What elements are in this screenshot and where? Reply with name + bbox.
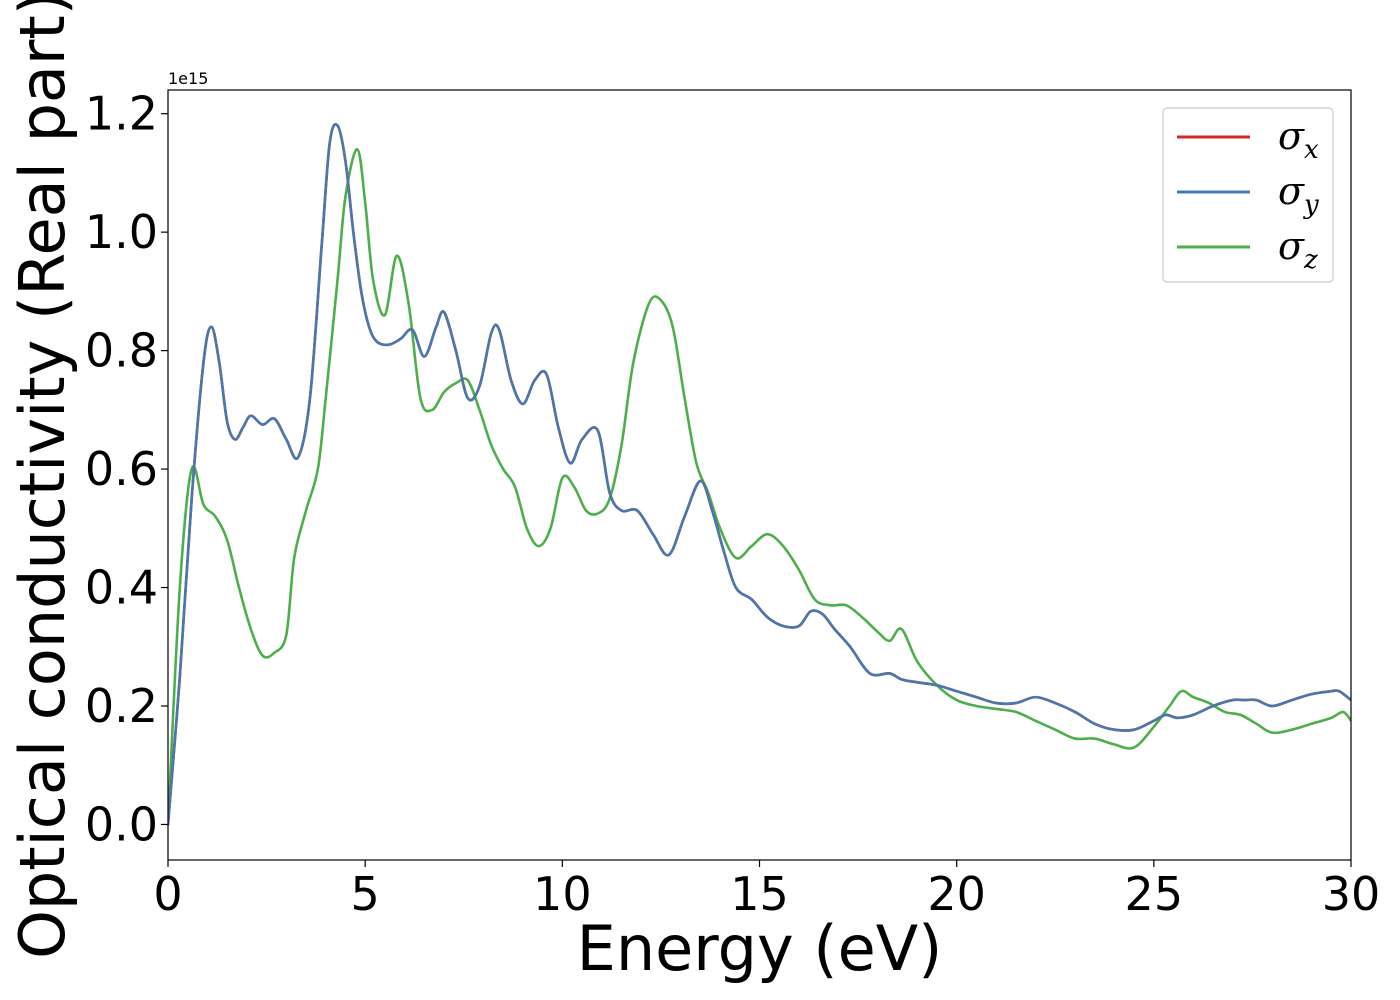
x-tick-label: 0 xyxy=(153,867,182,921)
y-tick-label: 0.4 xyxy=(85,561,158,615)
y-tick-label: 0.6 xyxy=(85,442,158,496)
x-tick-label: 20 xyxy=(927,867,986,921)
y-tick-label: 0.8 xyxy=(85,324,158,378)
legend-box xyxy=(1162,107,1334,283)
series-layer xyxy=(168,122,1351,826)
y-axis-label: Optical conductivity (Real part) xyxy=(6,0,79,959)
y-tick-label: 0.0 xyxy=(85,797,158,851)
x-tick-label: 5 xyxy=(351,867,380,921)
legend-label-z: σz xyxy=(1278,224,1318,275)
series-line-z xyxy=(168,147,1351,826)
ticks-layer: 0 5 10 15 20 25 30 0.0 0.2 0.4 0.6 0.8 1.0 1.2 xyxy=(85,87,1380,921)
y-offset-label: 1e15 xyxy=(168,69,208,88)
series-line-y xyxy=(168,122,1351,826)
legend-label-y: σy xyxy=(1278,169,1319,220)
y-tick-label: 0.2 xyxy=(85,679,158,733)
x-tick-label: 25 xyxy=(1125,867,1184,921)
x-tick-label: 10 xyxy=(533,867,592,921)
x-tick-label: 30 xyxy=(1322,867,1381,921)
legend-label-x: σx xyxy=(1278,114,1319,165)
x-axis-label: Energy (eV) xyxy=(577,912,943,985)
x-tick-label: 15 xyxy=(730,867,789,921)
y-tick-label: 1.0 xyxy=(85,205,158,259)
y-tick-label: 1.2 xyxy=(85,87,158,141)
